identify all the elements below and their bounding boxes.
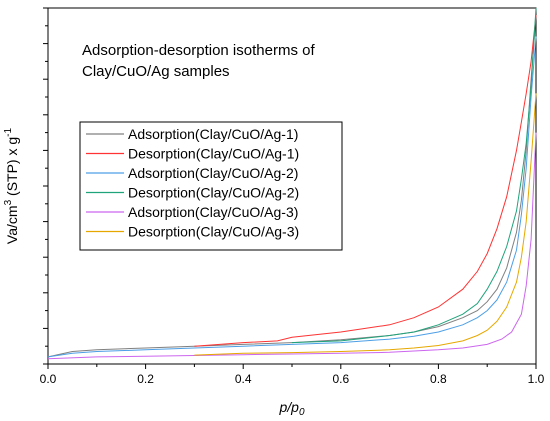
x-axis-title: p/p0 — [278, 399, 304, 418]
series-lines — [47, 7, 537, 360]
series-line-4 — [291, 7, 537, 344]
x-tick-label: 0.0 — [40, 372, 57, 386]
annotation-line-1: Adsorption-desorption isotherms of — [82, 42, 315, 59]
series-line-2 — [194, 15, 537, 347]
x-tick-label: 1.0 — [528, 372, 545, 386]
y-axis-title-sup1: 3 — [3, 199, 14, 205]
x-tick-label: 0.2 — [137, 372, 154, 386]
legend-items: Adsorption(Clay/CuO/Ag-1) Desorption(Clay… — [86, 126, 299, 240]
x-axis-tick-labels: 0.0 0.2 0.4 0.6 0.8 1.0 — [40, 372, 545, 386]
legend-box — [79, 121, 343, 251]
legend: Adsorption(Clay/CuO/Ag-1) Desorption(Clay… — [79, 121, 343, 251]
legend-label-5: Adsorption(Clay/CuO/Ag-3) — [128, 204, 298, 220]
y-axis-title-sup2: -1 — [3, 128, 14, 137]
x-tick-label: 0.4 — [235, 372, 252, 386]
annotation-line-2: Clay/CuO/Ag samples — [82, 63, 230, 80]
y-axis-title: Va/cm3 (STP) x g-1 — [3, 128, 20, 245]
legend-label-6: Desorption(Clay/CuO/Ag-3) — [128, 224, 299, 240]
legend-label-4: Desorption(Clay/CuO/Ag-2) — [128, 185, 299, 201]
x-axis-title-main: p/p — [278, 399, 299, 415]
legend-label-2: Desorption(Clay/CuO/Ag-1) — [128, 146, 299, 162]
legend-label-1: Adsorption(Clay/CuO/Ag-1) — [128, 126, 298, 142]
x-axis-ticks — [47, 364, 537, 369]
series-line-3 — [47, 36, 537, 358]
y-axis-ticks — [43, 7, 48, 365]
x-axis-title-subscript: 0 — [299, 407, 305, 418]
y-axis-title-pre: Va/cm — [4, 205, 20, 244]
series-line-6 — [194, 93, 537, 356]
legend-label-3: Adsorption(Clay/CuO/Ag-2) — [128, 165, 298, 181]
series-line-5 — [47, 132, 537, 360]
x-tick-label: 0.8 — [430, 372, 447, 386]
y-axis-title-mid: (STP) x g — [4, 137, 20, 200]
series-line-1 — [47, 15, 537, 358]
x-tick-label: 0.6 — [332, 372, 349, 386]
